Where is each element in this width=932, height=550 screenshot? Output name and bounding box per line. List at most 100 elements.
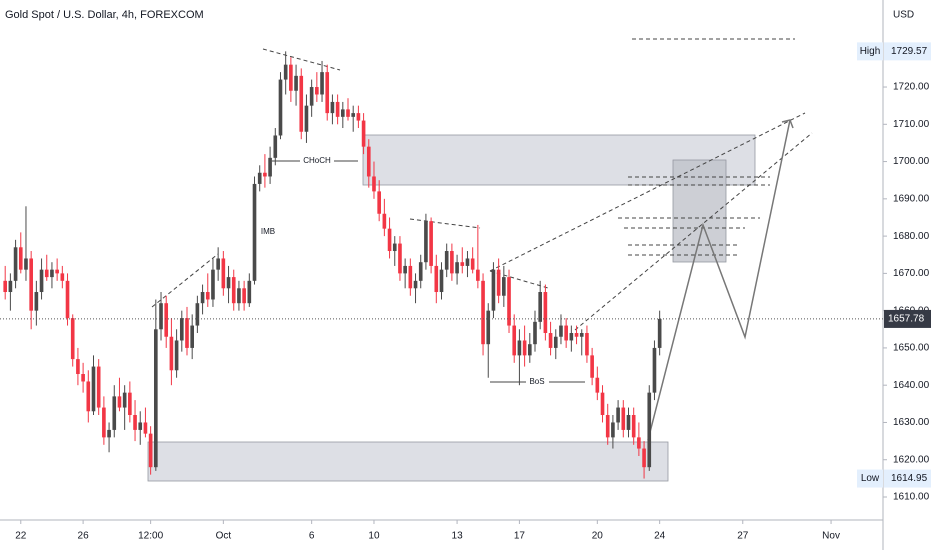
annotation: IMB bbox=[261, 227, 275, 236]
candle-body bbox=[91, 366, 96, 412]
candle-body bbox=[3, 280, 8, 293]
candle-body bbox=[237, 288, 241, 304]
candle-body bbox=[200, 292, 205, 304]
candle-body bbox=[455, 262, 459, 274]
candle-body bbox=[60, 273, 65, 281]
candle-body bbox=[351, 113, 356, 117]
candle-body bbox=[450, 251, 454, 274]
x-tick-label: 20 bbox=[592, 531, 604, 542]
candle-body bbox=[231, 277, 236, 304]
candle-body bbox=[122, 392, 127, 408]
candle-body bbox=[112, 396, 117, 430]
x-tick-label: 26 bbox=[78, 531, 90, 542]
candle-body bbox=[335, 101, 340, 117]
x-tick-label: 17 bbox=[514, 531, 526, 542]
candle-body bbox=[169, 336, 174, 371]
candle-body bbox=[179, 318, 184, 341]
candle-body bbox=[216, 258, 220, 270]
candle-body bbox=[29, 258, 33, 311]
candle-body bbox=[444, 251, 449, 270]
high-tag-badge bbox=[857, 42, 883, 61]
candle-body bbox=[252, 183, 257, 281]
candle-body bbox=[330, 101, 335, 114]
y-tick-label: 1630.00 bbox=[893, 417, 930, 428]
candle-body bbox=[174, 340, 179, 371]
candle-body bbox=[81, 374, 85, 382]
candle-body bbox=[538, 292, 543, 322]
candle-body bbox=[564, 325, 568, 341]
candle-body bbox=[205, 292, 210, 300]
candle-body bbox=[657, 318, 662, 348]
candle-body bbox=[315, 87, 319, 95]
candle-body bbox=[107, 429, 111, 438]
candle-body bbox=[522, 340, 527, 356]
candle-body bbox=[579, 333, 584, 337]
candle-body bbox=[382, 213, 387, 229]
candle-body bbox=[76, 359, 80, 375]
x-tick-label: 10 bbox=[368, 531, 380, 542]
x-tick-label: 27 bbox=[737, 531, 749, 542]
candle-body bbox=[13, 247, 18, 281]
candle-body bbox=[195, 303, 200, 326]
candle-body bbox=[366, 146, 371, 177]
candle-body bbox=[377, 191, 381, 214]
candle-body bbox=[507, 277, 511, 326]
candle-body bbox=[185, 318, 189, 348]
candle-body bbox=[533, 321, 537, 345]
projection-arrowhead bbox=[781, 119, 794, 129]
candle-body bbox=[289, 64, 293, 91]
candle-body bbox=[642, 448, 646, 468]
low-tag: Low bbox=[861, 473, 880, 484]
candle-body bbox=[320, 72, 324, 95]
candle-body bbox=[190, 325, 195, 348]
candle-body bbox=[247, 280, 252, 304]
candle-body bbox=[128, 392, 132, 416]
candle-body bbox=[647, 392, 652, 468]
candle-body bbox=[24, 258, 28, 270]
y-tick-label: 1650.00 bbox=[893, 343, 930, 354]
candle-body bbox=[481, 280, 485, 345]
y-tick-label: 1670.00 bbox=[893, 268, 930, 279]
candle-body bbox=[496, 269, 501, 296]
candle-body bbox=[652, 347, 657, 393]
candle-body bbox=[346, 109, 350, 117]
candle-body bbox=[143, 422, 148, 434]
high-value-badge bbox=[884, 42, 931, 61]
candle-body bbox=[138, 422, 143, 430]
candle-body bbox=[439, 269, 444, 293]
candle-body bbox=[117, 396, 122, 408]
candle-body bbox=[372, 176, 376, 192]
candle-body bbox=[211, 269, 215, 300]
candle-body bbox=[413, 280, 418, 289]
y-tick-label: 1610.00 bbox=[893, 492, 930, 503]
candle-body bbox=[86, 381, 91, 412]
candle-body bbox=[133, 415, 137, 430]
candle-body bbox=[55, 269, 59, 274]
candle-body bbox=[340, 109, 345, 117]
y-tick-label: 1690.00 bbox=[893, 193, 930, 204]
candle-body bbox=[299, 75, 304, 132]
candle-body bbox=[356, 113, 361, 121]
candle-body bbox=[392, 243, 397, 252]
y-tick-label: 1680.00 bbox=[893, 231, 930, 242]
candle-body bbox=[543, 292, 548, 334]
candle-body bbox=[304, 105, 309, 132]
candle-body bbox=[605, 415, 610, 438]
candle-body bbox=[611, 422, 615, 438]
low-tag-badge bbox=[857, 469, 883, 488]
candle-body bbox=[242, 288, 246, 304]
candle-body bbox=[278, 79, 283, 136]
candle-body bbox=[102, 407, 106, 438]
candle-body bbox=[569, 333, 574, 341]
drawings bbox=[147, 38, 813, 482]
candle-body bbox=[429, 221, 433, 266]
candle-body bbox=[283, 64, 288, 80]
candle-body bbox=[268, 157, 272, 177]
candle-body bbox=[517, 340, 522, 356]
candle-body bbox=[148, 433, 153, 468]
candle-body bbox=[221, 258, 226, 289]
candle-body bbox=[470, 258, 475, 270]
y-tick-label: 1620.00 bbox=[893, 454, 930, 465]
candle-body bbox=[465, 258, 470, 266]
